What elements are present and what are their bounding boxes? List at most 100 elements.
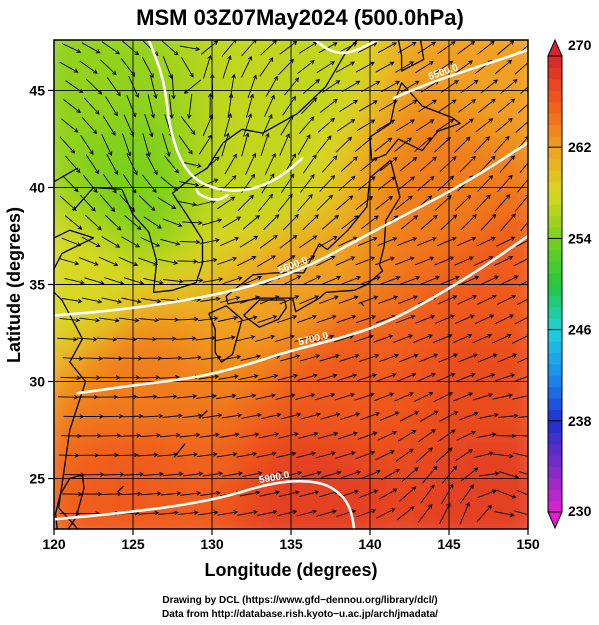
- wind-arrow: [477, 295, 497, 305]
- heat-cell: [68, 40, 87, 41]
- wind-arrow: [103, 413, 124, 419]
- heat-cell: [305, 509, 324, 529]
- heat-cell: [527, 208, 528, 230]
- colorbar-segment: [548, 227, 562, 239]
- heat-cell: [369, 95, 387, 117]
- heat-cell: [321, 57, 340, 79]
- heat-cell: [68, 434, 87, 455]
- heat-cell: [54, 40, 55, 41]
- heat-cell: [432, 396, 450, 418]
- wind-arrow: [341, 215, 359, 230]
- wind-arrow: [121, 491, 142, 497]
- heat-cell: [337, 40, 356, 60]
- coastline-china-coast: [54, 167, 95, 529]
- wind-arrow: [237, 194, 254, 212]
- heat-cell: [337, 151, 356, 173]
- heat-cell: [305, 415, 324, 436]
- heat-cell: [463, 434, 482, 455]
- wind-arrow: [475, 373, 496, 382]
- wind-arrow: [418, 99, 437, 112]
- wind-arrow: [197, 316, 219, 322]
- heat-cell: [132, 151, 150, 173]
- heat-cell: [384, 377, 403, 399]
- heat-cell: [195, 377, 213, 399]
- wind-arrow: [360, 156, 378, 172]
- wind-arrow: [420, 484, 435, 504]
- heat-cell: [400, 415, 419, 436]
- heat-cell: [305, 452, 324, 474]
- wind-arrow: [159, 432, 181, 438]
- heat-cell: [448, 509, 466, 529]
- heat-cell: [305, 40, 324, 60]
- wind-arrow: [377, 237, 398, 246]
- heat-cell: [100, 227, 119, 248]
- heat-cell: [226, 114, 245, 135]
- heat-cell: [448, 415, 466, 436]
- wind-arrow: [513, 258, 528, 267]
- heat-cell: [448, 358, 466, 380]
- wind-arrow: [195, 335, 217, 341]
- heat-cell: [274, 227, 292, 248]
- wind-arrow: [277, 315, 298, 324]
- heat-cell: [479, 302, 498, 324]
- wind-arrow: [361, 81, 381, 92]
- wind-arrow: [316, 135, 332, 154]
- wind-arrow: [197, 257, 218, 264]
- wind-arrow: [432, 334, 453, 344]
- wind-arrow: [494, 194, 511, 212]
- wind-arrow: [452, 334, 473, 344]
- heat-cell: [321, 208, 340, 230]
- heat-cell: [68, 133, 87, 154]
- wind-arrow: [399, 486, 417, 502]
- heat-cell: [337, 133, 356, 154]
- heat-cell: [432, 339, 450, 361]
- wind-arrow: [120, 433, 142, 438]
- heat-cell: [68, 76, 87, 98]
- heat-cell: [226, 95, 245, 117]
- heat-cell: [511, 151, 528, 173]
- heat-cell: [290, 57, 308, 79]
- wind-arrow: [394, 137, 412, 152]
- heat-cell: [179, 133, 198, 154]
- heat-cell: [100, 95, 119, 117]
- heat-cell: [321, 283, 340, 305]
- wind-arrow: [338, 236, 358, 247]
- heat-cell: [54, 302, 55, 324]
- colorbar: 230 238 246 254 262 270: [547, 37, 592, 530]
- wind-arrow: [340, 156, 358, 172]
- heat-cell: [163, 415, 182, 436]
- colorbar-segment: [548, 284, 562, 296]
- heat-cell: [511, 396, 528, 418]
- wind-arrow: [239, 490, 261, 497]
- heat-cell: [321, 528, 340, 529]
- heat-cell: [54, 133, 55, 154]
- heat-cell: [416, 396, 435, 418]
- heat-cell: [369, 490, 387, 512]
- heat-cell: [179, 452, 198, 474]
- heat-cell: [527, 358, 528, 380]
- wind-arrow: [137, 452, 159, 458]
- wind-arrow: [281, 470, 303, 478]
- heat-cell: [448, 133, 466, 154]
- wind-arrow: [181, 57, 194, 78]
- wind-arrow: [59, 195, 77, 211]
- heat-cell: [211, 471, 229, 493]
- heat-cell: [147, 151, 166, 173]
- wind-arrow: [97, 394, 119, 400]
- heat-cell: [274, 396, 292, 418]
- heat-cell: [353, 396, 371, 418]
- wind-arrow: [222, 216, 242, 229]
- wind-arrow: [454, 60, 473, 74]
- wind-arrow: [301, 470, 322, 478]
- heat-cell: [54, 245, 71, 267]
- wind-arrow: [414, 391, 434, 402]
- wind-arrow: [358, 295, 379, 304]
- heat-cell: [132, 321, 150, 342]
- wind-arrow: [381, 80, 401, 93]
- wind-arrow: [76, 337, 98, 342]
- wind-arrow: [359, 353, 380, 362]
- heat-cell: [211, 227, 229, 248]
- wind-arrow: [164, 155, 179, 174]
- wind-arrow: [317, 117, 336, 133]
- heat-cell: [416, 57, 435, 79]
